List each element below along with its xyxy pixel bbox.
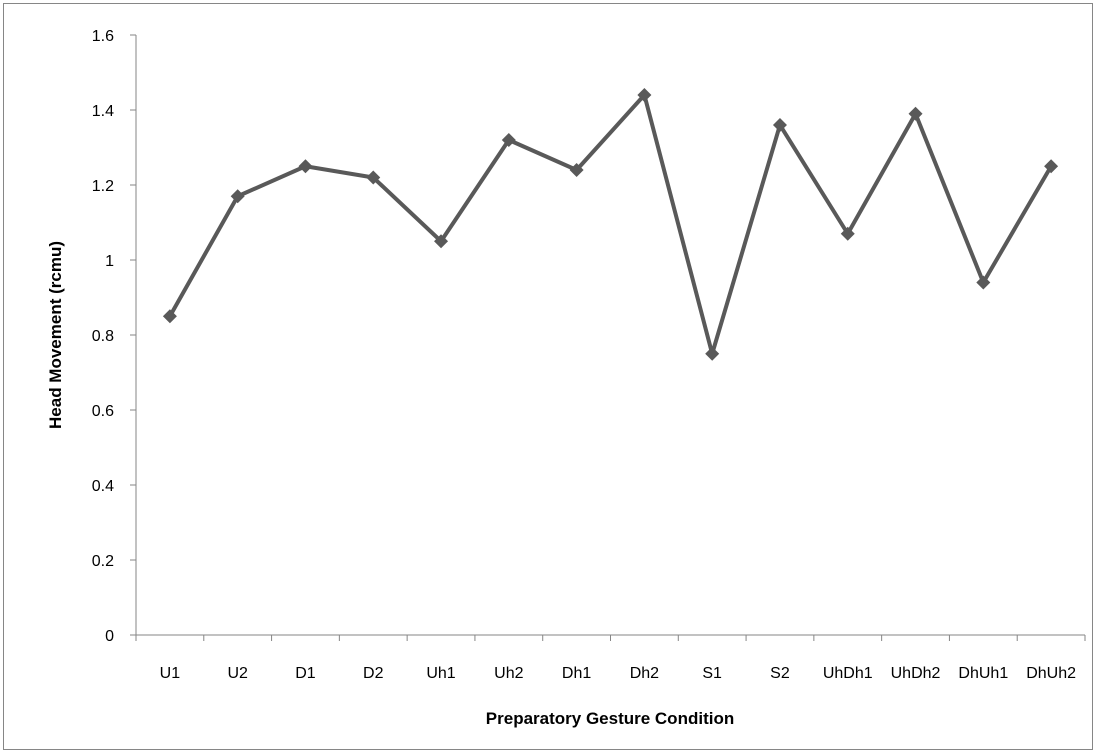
- y-tick-label: 1.4: [92, 103, 114, 120]
- x-tick-label: D1: [295, 665, 316, 682]
- data-point-marker: [1044, 159, 1059, 174]
- data-point-marker: [434, 234, 449, 249]
- data-point-marker: [230, 189, 245, 204]
- x-tick-label: DhUh1: [958, 665, 1008, 682]
- data-point-marker: [976, 275, 991, 290]
- y-tick-label: 1.2: [92, 178, 114, 195]
- y-axis-title: Head Movement (rcmu): [46, 241, 65, 429]
- chart-frame: [3, 3, 1093, 750]
- y-tick-label: 1.6: [92, 28, 114, 45]
- data-point-marker: [501, 133, 516, 147]
- y-tick-label: 0.6: [92, 403, 114, 420]
- x-tick-label: UhDh1: [823, 665, 873, 682]
- x-tick-label: Uh1: [426, 665, 455, 682]
- y-tick-label: 0.8: [92, 328, 114, 345]
- data-point-marker: [366, 170, 381, 185]
- x-tick-label: U1: [160, 665, 181, 682]
- data-point-marker: [569, 163, 584, 177]
- y-tick-label: 0.4: [92, 478, 114, 495]
- data-point-marker: [840, 226, 855, 241]
- x-tick-label: S2: [770, 665, 790, 682]
- x-axis-title: Preparatory Gesture Condition: [486, 709, 734, 728]
- x-tick-label: Uh2: [494, 665, 523, 682]
- x-tick-label: D2: [363, 665, 384, 682]
- x-tick-label: U2: [227, 665, 248, 682]
- data-point-marker: [908, 106, 923, 121]
- series-line-group: [162, 88, 1059, 361]
- y-tick-label: 0.2: [92, 553, 114, 570]
- data-point-marker: [162, 309, 177, 324]
- data-point-marker: [705, 346, 720, 361]
- x-tick-label: Dh1: [562, 665, 591, 682]
- x-tick-label: Dh2: [630, 665, 659, 682]
- x-axis: U1 U2 D1 D2 Uh1 Uh2 Dh1 Dh2 S1 S2 UhDh1 UhDh2 DhUh1 D…: [135, 634, 1086, 682]
- x-tick-label: DhUh2: [1026, 665, 1076, 682]
- data-point-marker: [772, 118, 787, 132]
- data-point-marker: [637, 88, 652, 102]
- x-tick-label: UhDh2: [891, 665, 941, 682]
- x-tick-label: S1: [702, 665, 722, 682]
- y-axis: 0 0.2 0.4 0.6 0.8 1 1.2 1.4 1.6: [92, 28, 137, 645]
- series-line: [168, 93, 1053, 356]
- y-tick-label: 1: [105, 253, 114, 270]
- y-tick-label: 0: [105, 628, 114, 645]
- data-point-marker: [298, 159, 313, 174]
